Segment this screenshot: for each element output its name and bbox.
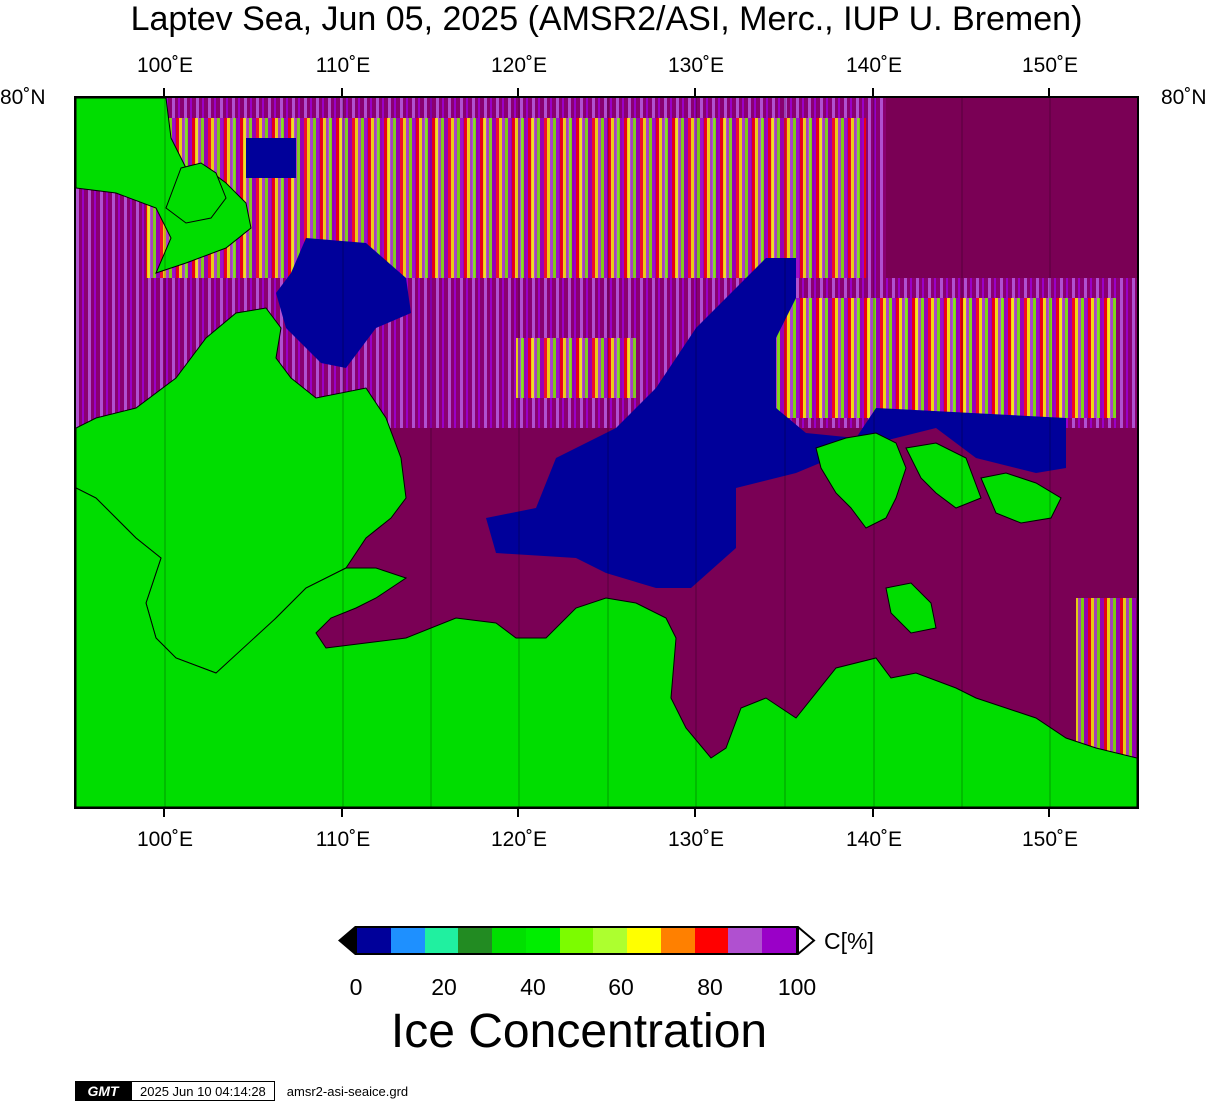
meridians: [164, 98, 1051, 807]
land: [76, 98, 1137, 807]
land-new-siberian-islands: [885, 582, 937, 634]
colorbar-tick-label: 80: [697, 974, 723, 1000]
lon-label-top: 150˚E: [1021, 54, 1079, 77]
open-water-polynya: [486, 258, 1066, 588]
lon-label-bottom: 120˚E: [490, 828, 548, 851]
colorbar-right-arrow: [797, 926, 816, 955]
colorbar-tick-label: 60: [608, 974, 634, 1000]
colorbar-swatch: [660, 928, 695, 953]
solid-ice-region: [886, 98, 1137, 278]
lon-label-top: 110˚E: [315, 54, 371, 77]
lon-label-bottom: 150˚E: [1021, 828, 1079, 851]
colorbar-swatch: [762, 928, 796, 953]
tick-mark: [517, 88, 519, 96]
tick-mark: [341, 809, 343, 817]
tick-mark: [1048, 809, 1050, 817]
tick-mark: [694, 809, 696, 817]
lon-label-top: 130˚E: [667, 54, 725, 77]
tick-mark: [517, 809, 519, 817]
caption: Ice Concentration: [390, 1005, 768, 1058]
colorbar-swatch: [694, 928, 729, 953]
land-taymyr-north: [76, 98, 252, 274]
colorbar-swatch: [458, 928, 493, 953]
colorbar-swatch: [559, 928, 594, 953]
lat-label-left: 80˚N: [0, 86, 46, 109]
colorbar-tick-label: 40: [520, 974, 546, 1000]
lon-label-top: 120˚E: [490, 54, 548, 77]
open-water-polynya: [246, 138, 296, 178]
map-svg: [76, 98, 1137, 807]
lon-label-top: 100˚E: [136, 54, 194, 77]
timestamp: 2025 Jun 10 04:14:28: [131, 1081, 275, 1101]
colorbar-left-arrow: [338, 926, 355, 955]
ice-concentration-map: [74, 96, 1139, 809]
lon-label-top: 140˚E: [845, 54, 903, 77]
marginal-ice-zone: [1076, 598, 1136, 758]
gmt-logo: GMT: [75, 1081, 131, 1101]
colorbar-swatch: [492, 928, 526, 953]
tick-mark: [341, 88, 343, 96]
marginal-ice-zone: [776, 298, 1116, 418]
colorbar-swatch: [728, 928, 763, 953]
open-water-polynyas: [246, 138, 1066, 588]
tick-mark: [872, 809, 874, 817]
colorbar-swatch: [593, 928, 628, 953]
tick-mark: [1048, 88, 1050, 96]
colorbar-unit: C[%]: [824, 928, 874, 954]
tick-mark: [163, 809, 165, 817]
land-islands: [165, 162, 227, 224]
tick-mark: [163, 88, 165, 96]
colorbar-tick-label: 100: [777, 974, 817, 1000]
marginal-ice-zone: [516, 338, 636, 398]
colorbar: [355, 926, 798, 955]
lon-label-bottom: 100˚E: [136, 828, 194, 851]
colorbar-tick-label: 0: [349, 974, 363, 1000]
lon-label-bottom: 140˚E: [845, 828, 903, 851]
gmt-stamp: GMT 2025 Jun 10 04:14:28 amsr2-asi-seaic…: [75, 1081, 408, 1101]
land-new-siberian-islands: [815, 432, 907, 529]
land-new-siberian-islands: [980, 472, 1062, 524]
colorbar-tick-label: 20: [431, 974, 457, 1000]
colorbar-swatch: [357, 928, 391, 953]
colorbar-swatch: [525, 928, 560, 953]
land-siberia: [76, 487, 1137, 807]
tick-mark: [694, 88, 696, 96]
lat-label-right: 80˚N: [1161, 86, 1207, 109]
colorbar-swatch: [627, 928, 661, 953]
open-water-polynya: [276, 238, 411, 368]
tick-mark: [872, 88, 874, 96]
colorbar-swatch: [424, 928, 459, 953]
grid-filename: amsr2-asi-seaice.grd: [286, 1083, 409, 1099]
lon-label-bottom: 110˚E: [315, 828, 371, 851]
lon-label-bottom: 130˚E: [667, 828, 725, 851]
map-title: Laptev Sea, Jun 05, 2025 (AMSR2/ASI, Mer…: [130, 0, 1083, 38]
colorbar-swatch: [390, 928, 425, 953]
